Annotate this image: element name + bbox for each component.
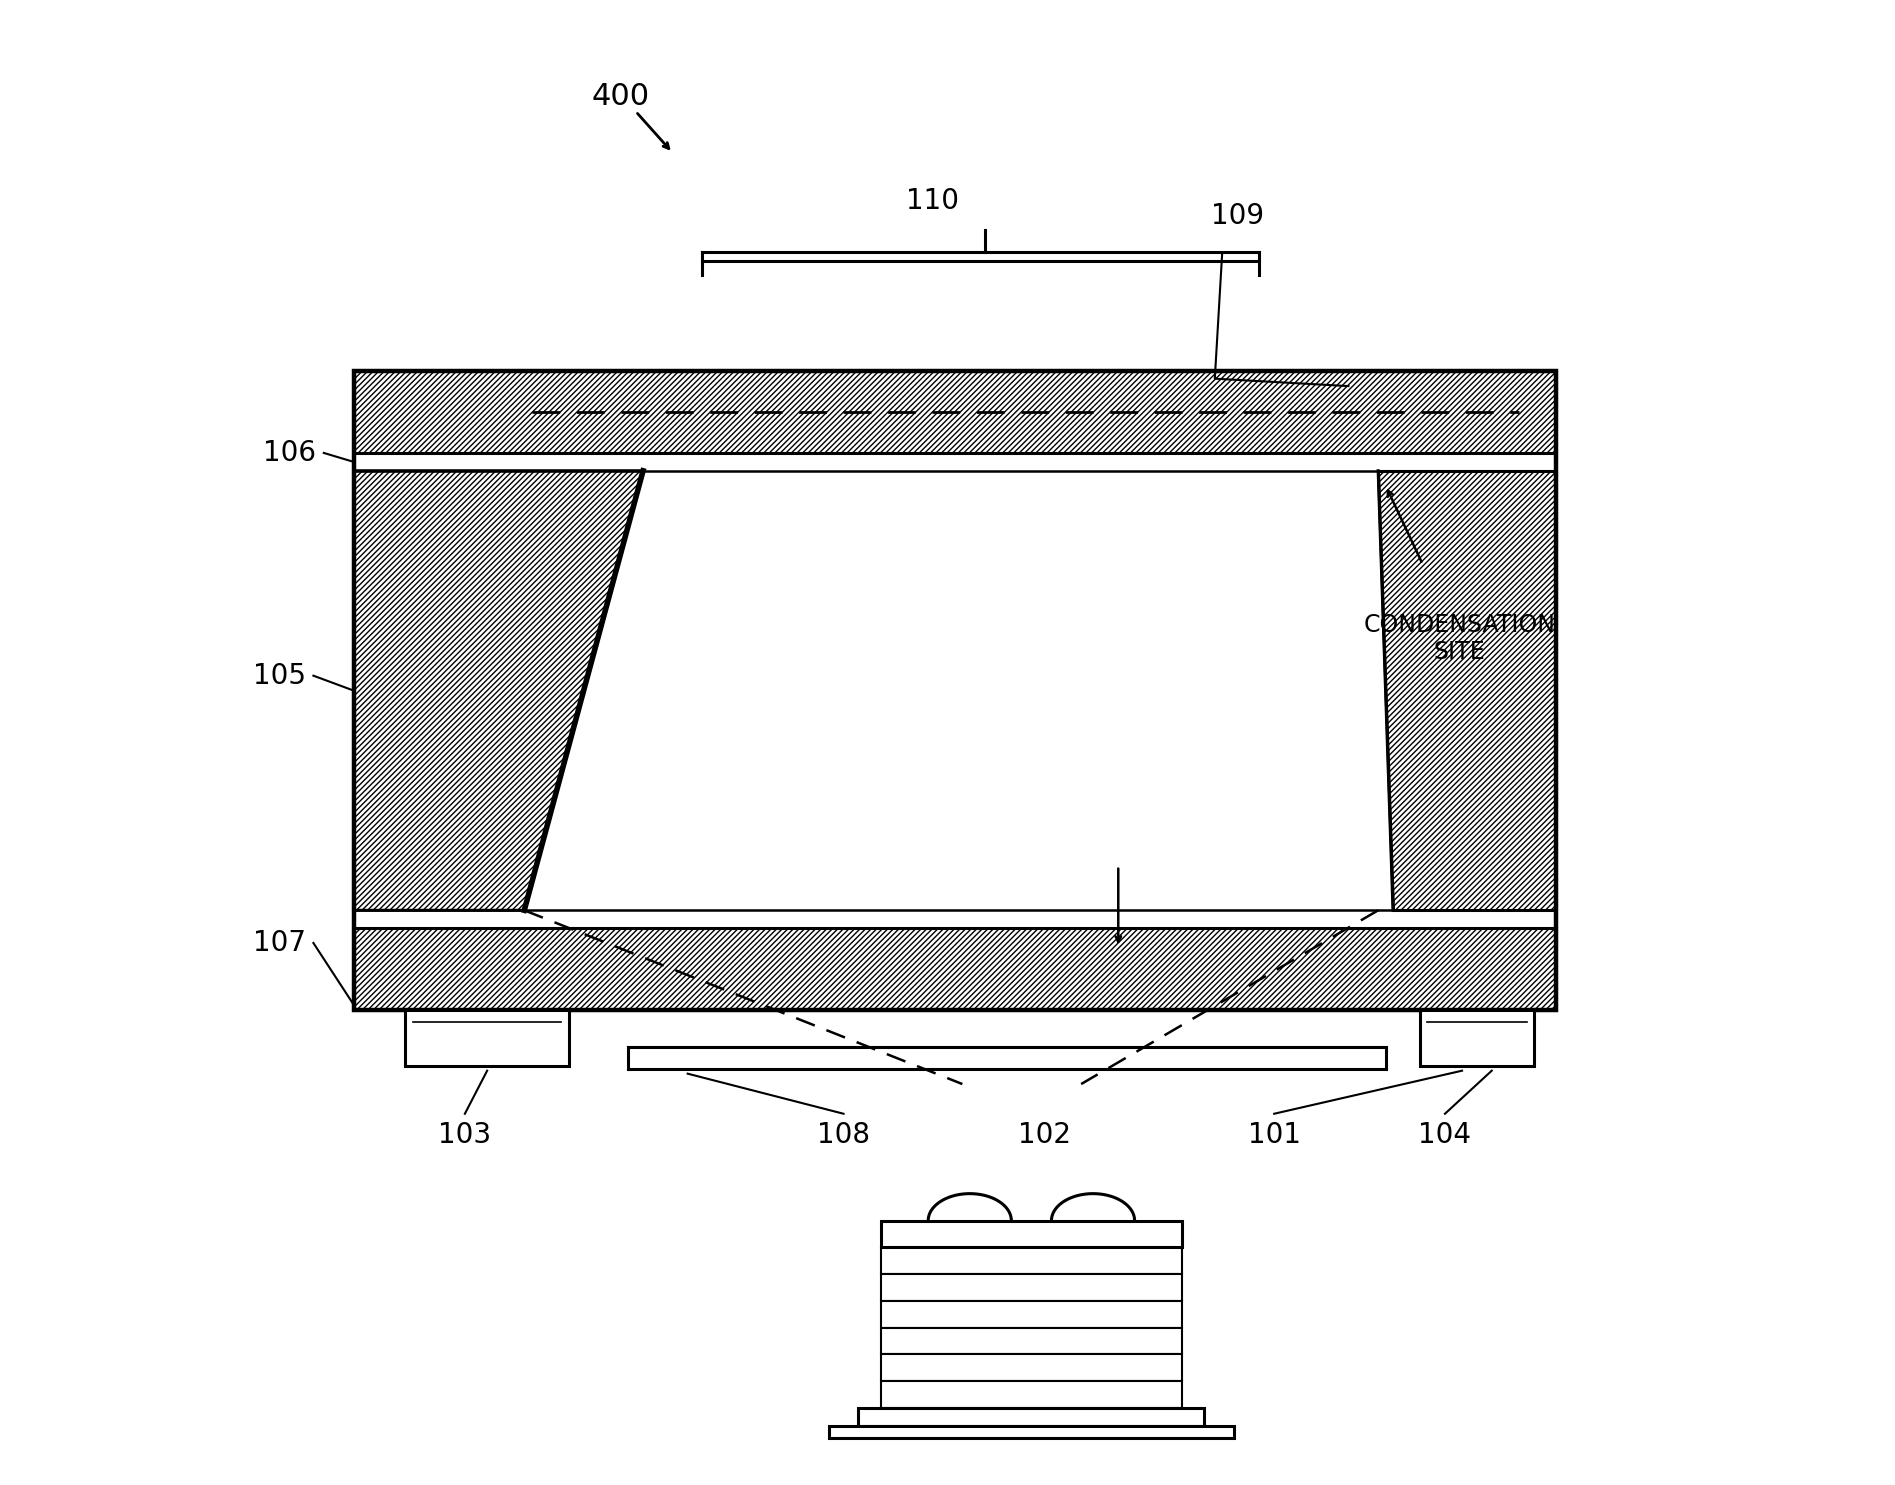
Bar [858, 1408, 1205, 1426]
Bar [881, 1381, 1182, 1408]
Polygon shape [525, 471, 1393, 910]
Text: 102: 102 [1018, 1121, 1071, 1149]
Text: 400: 400 [591, 82, 650, 111]
Bar [881, 1221, 1182, 1247]
Text: 104: 104 [1419, 1121, 1472, 1149]
Text: CONDENSATION
SITE: CONDENSATION SITE [1364, 613, 1556, 664]
Bar [881, 1354, 1182, 1381]
Bar [828, 1426, 1234, 1437]
Text: 109: 109 [1211, 202, 1264, 230]
Text: 106: 106 [263, 440, 316, 466]
Text: 110: 110 [906, 187, 959, 215]
Bar [354, 371, 1556, 453]
Bar [1419, 1010, 1535, 1066]
Text: 108: 108 [817, 1121, 870, 1149]
Text: 105: 105 [252, 662, 305, 689]
Text: 107: 107 [252, 930, 305, 956]
Bar [354, 928, 1556, 1010]
Polygon shape [1378, 471, 1556, 910]
Bar [881, 1328, 1182, 1354]
Bar [406, 1010, 568, 1066]
Text: 101: 101 [1247, 1121, 1300, 1149]
Text: 103: 103 [438, 1121, 491, 1149]
Bar [881, 1301, 1182, 1328]
Bar [354, 371, 1556, 1010]
Bar [881, 1247, 1182, 1274]
Polygon shape [354, 471, 642, 910]
Bar [881, 1274, 1182, 1301]
